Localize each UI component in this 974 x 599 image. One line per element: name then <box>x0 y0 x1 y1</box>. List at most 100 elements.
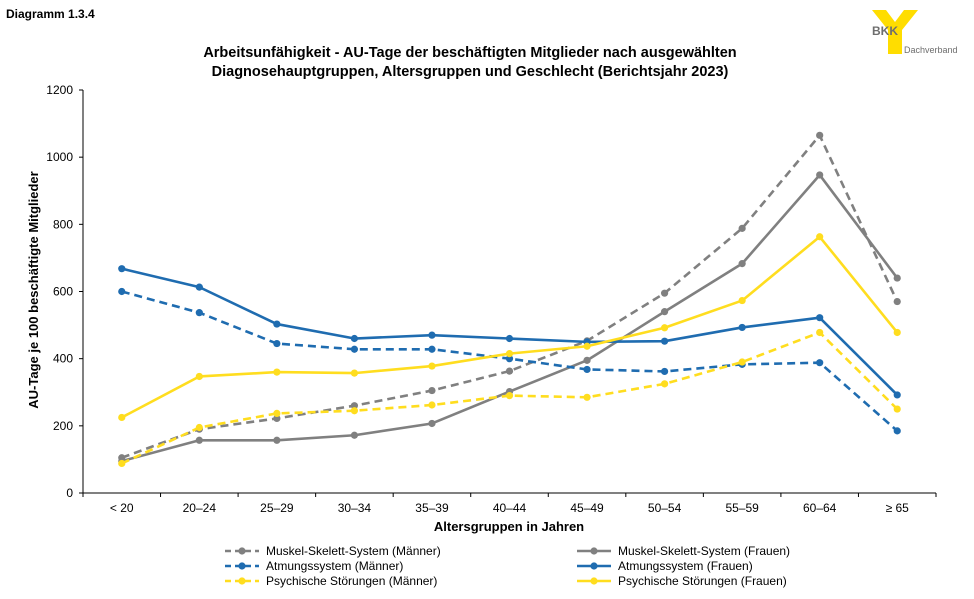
x-tick-label: 25–29 <box>260 501 294 515</box>
legend-swatch-icon <box>577 577 611 585</box>
y-tick-label: 400 <box>53 352 73 366</box>
bkk-logo-icon: BKK Dachverband <box>872 10 958 55</box>
data-point <box>428 419 436 428</box>
data-point <box>816 171 824 179</box>
data-point <box>195 436 203 444</box>
y-tick-label: 1000 <box>46 150 73 164</box>
x-tick-label: ≥ 65 <box>886 501 910 515</box>
data-point <box>428 386 436 395</box>
data-point <box>350 334 359 343</box>
data-point <box>505 355 514 363</box>
legend-label: Muskel-Skelett-System (Frauen) <box>618 544 791 558</box>
data-point <box>505 334 514 343</box>
legend-label: Psychische Störungen (Männer) <box>266 574 438 588</box>
data-point <box>118 459 126 468</box>
data-point <box>505 392 514 400</box>
x-tick-label: 50–54 <box>648 501 682 515</box>
data-point <box>893 405 901 413</box>
data-point <box>583 365 591 374</box>
y-tick-label: 0 <box>66 486 73 500</box>
logo-subtitle-text: Dachverband <box>904 45 958 55</box>
legend-item: Muskel-Skelett-System (Männer) <box>224 544 441 558</box>
data-point <box>583 393 591 401</box>
data-point <box>195 309 203 317</box>
x-tick-label: 20–24 <box>183 501 217 515</box>
data-point <box>583 356 591 364</box>
logo-y-shape <box>872 10 918 54</box>
bkk-logo: BKK Dachverband <box>868 8 972 58</box>
legend-item: Muskel-Skelett-System (Frauen) <box>576 544 790 558</box>
legend-swatch-icon <box>225 562 259 570</box>
data-point <box>893 274 901 282</box>
series-line <box>121 267 899 396</box>
chart-axes: 0 200 400 600 800 1000 1200 < 20 20–24 25–29 30–34… <box>46 83 937 515</box>
legend-label: Atmungssystem (Frauen) <box>618 559 753 573</box>
data-point <box>350 402 359 410</box>
data-point <box>738 260 746 268</box>
data-point <box>195 423 203 432</box>
legend-swatch-icon <box>225 577 259 585</box>
y-tick-label: 800 <box>53 217 73 231</box>
data-point <box>738 224 746 232</box>
legend-item: Atmungssystem (Männer) <box>224 559 403 573</box>
legend-swatch-icon <box>577 562 611 570</box>
data-point <box>583 342 591 350</box>
diagram-label: Diagramm 1.3.4 <box>6 7 95 21</box>
data-point <box>428 401 436 409</box>
x-tick-label: 40–44 <box>493 501 527 515</box>
data-point <box>350 431 359 439</box>
chart-title-line-2: Diagnosehauptgruppen, Altersgruppen und … <box>211 64 729 80</box>
series-line <box>121 134 899 459</box>
data-point <box>195 372 203 381</box>
data-point <box>816 233 824 241</box>
legend-label: Atmungssystem (Männer) <box>266 559 404 573</box>
data-point <box>428 345 436 353</box>
data-point <box>660 324 669 332</box>
data-point <box>118 413 126 422</box>
series-line <box>121 173 899 463</box>
data-point <box>893 391 901 399</box>
x-axis-label: Altersgruppen in Jahren <box>434 519 584 534</box>
legend-item: Atmungssystem (Frauen) <box>576 559 753 573</box>
data-point <box>350 369 359 377</box>
data-point <box>660 367 669 376</box>
series-0 <box>118 131 901 462</box>
x-tick-label: 60–64 <box>803 501 837 515</box>
data-point <box>660 308 669 316</box>
legend-label: Muskel-Skelett-System (Männer) <box>266 544 441 558</box>
x-tick-label: 55–59 <box>725 501 759 515</box>
data-point <box>816 359 824 367</box>
data-point <box>816 131 824 139</box>
data-point <box>660 380 669 388</box>
data-point <box>118 265 126 273</box>
data-point <box>893 328 901 337</box>
data-point <box>893 297 901 306</box>
x-tick-label: < 20 <box>110 501 134 515</box>
data-point <box>816 314 824 322</box>
chart-title-line-1: Arbeitsunfähigkeit - AU-Tage der beschäf… <box>203 45 737 61</box>
data-point <box>350 345 359 353</box>
data-point <box>273 320 281 328</box>
legend-swatch-icon <box>577 547 611 555</box>
data-point <box>738 358 746 366</box>
x-tick-label: 35–39 <box>415 501 449 515</box>
data-point <box>505 367 514 375</box>
y-tick-label: 200 <box>53 419 73 433</box>
chart-series <box>118 131 901 468</box>
data-point <box>273 368 281 376</box>
data-point <box>660 337 669 345</box>
data-point <box>273 409 281 418</box>
data-point <box>738 296 746 305</box>
legend-item: Psychische Störungen (Frauen) <box>576 574 787 588</box>
data-point <box>118 287 126 296</box>
data-point <box>428 362 436 370</box>
data-point <box>428 331 436 339</box>
data-point <box>660 289 669 297</box>
series-5 <box>118 233 901 422</box>
chart-title: Arbeitsunfähigkeit - AU-Tage der beschäf… <box>0 44 940 82</box>
series-3 <box>118 265 901 399</box>
series-1 <box>118 171 901 465</box>
data-point <box>195 283 203 291</box>
y-axis-label: AU-Tage je 100 beschäftigte Mitglieder <box>26 171 41 408</box>
